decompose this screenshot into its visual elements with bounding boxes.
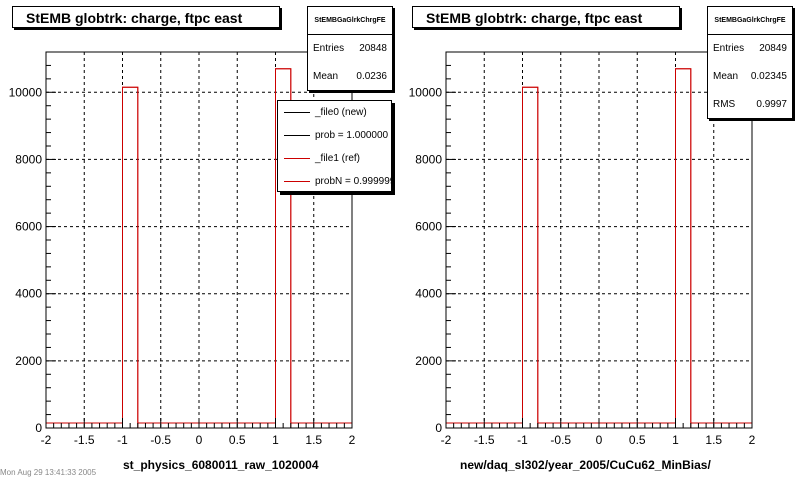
right-stats-mean-label: Mean xyxy=(713,71,739,82)
right-stats-box: StEMBGaGlrkChrgFE Entries 20849 Mean 0.0… xyxy=(707,6,793,119)
left-legend-box: _file0 (new) prob = 1.000000 _file1 (ref… xyxy=(277,100,392,192)
left-stats-entries-label: Entries xyxy=(313,43,345,54)
right-x-tick-label-6: 1 xyxy=(672,433,679,447)
legend-line-file0 xyxy=(284,112,310,113)
legend-entry-prob: prob = 1.000000 xyxy=(278,124,391,147)
legend-label-prob: prob = 1.000000 xyxy=(315,130,389,141)
left-stats-box: StEMBGaGlrkChrgFE Entries 20848 Mean 0.0… xyxy=(307,6,393,91)
right-x-tick-label-4: 0 xyxy=(596,433,603,447)
left-stats-entries-value: 20848 xyxy=(359,43,387,54)
right-chart-title: StEMB globtrk: charge, ftpc east xyxy=(412,6,680,28)
right-bar-1 xyxy=(675,68,692,429)
right-y-tick-label-1: 2000 xyxy=(415,354,442,368)
left-stats-mean-value: 0.0236 xyxy=(356,71,387,82)
right-stats-entries-label: Entries xyxy=(713,43,745,54)
right-x-tick-label-0: -2 xyxy=(441,433,452,447)
right-x-tick-label-7: 1.5 xyxy=(705,433,722,447)
right-x-tick-label-1: -1.5 xyxy=(474,433,495,447)
left-stats-name: StEMBGaGlrkChrgFE xyxy=(308,7,392,35)
right-stats-entries-row: Entries 20849 xyxy=(708,35,792,63)
left-histogram-plot: -2 -1.5 -1 -0.5 0 0.5 1 1.5 2 0 2000 4000 6000 8000 10… xyxy=(9,51,356,447)
legend-entry-file1: _file1 (ref) xyxy=(278,147,391,170)
left-x-tick-label-0: -2 xyxy=(41,433,52,447)
legend-label-file0: _file0 (new) xyxy=(315,107,367,118)
left-x-tick-label-1: -1.5 xyxy=(74,433,95,447)
right-stats-rms-row: RMS 0.9997 xyxy=(708,91,792,119)
left-x-tick-label-3: -0.5 xyxy=(150,433,171,447)
right-stats-entries-value: 20849 xyxy=(759,43,787,54)
left-x-tick-label-6: 1 xyxy=(272,433,279,447)
right-stats-rms-value: 0.9997 xyxy=(756,99,787,110)
left-histogram-panel: -2 -1.5 -1 -0.5 0 0.5 1 1.5 2 0 2000 4000 6000 8000 10… xyxy=(0,6,393,477)
right-x-axis-title: new/daq_sl302/year_2005/CuCu62_MinBias/ xyxy=(460,458,711,472)
left-stats-mean-label: Mean xyxy=(313,71,339,82)
right-stats-mean-row: Mean 0.02345 xyxy=(708,63,792,91)
left-y-tick-label-3: 6000 xyxy=(15,220,42,234)
right-bar-0 xyxy=(522,86,539,429)
left-x-tick-label-4: 0 xyxy=(196,433,203,447)
legend-line-prob xyxy=(284,135,310,136)
right-histogram-plot: -2 -1.5 -1 -0.5 0 0.5 1 1.5 2 0 2000 4000 6000 8000 10… xyxy=(409,51,756,447)
legend-line-probn xyxy=(284,181,310,182)
legend-entry-file0: _file0 (new) xyxy=(278,101,391,124)
right-stats-rms-label: RMS xyxy=(713,99,736,110)
right-stats-mean-value: 0.02345 xyxy=(750,71,787,82)
left-y-tick-label-4: 8000 xyxy=(15,152,42,166)
right-histogram-panel: -2 -1.5 -1 -0.5 0 0.5 1 1.5 2 0 2000 4000 6000 8000 10… xyxy=(400,0,800,480)
left-y-tick-label-0: 0 xyxy=(35,421,42,435)
left-x-tick-label-8: 2 xyxy=(349,433,356,447)
right-y-tick-label-2: 4000 xyxy=(415,287,442,301)
right-stats-name: StEMBGaGlrkChrgFE xyxy=(708,7,792,35)
left-x-tick-label-5: 0.5 xyxy=(229,433,246,447)
right-y-tick-label-4: 8000 xyxy=(415,152,442,166)
left-x-tick-label-7: 1.5 xyxy=(305,433,322,447)
legend-label-probn: probN = 0.999999 xyxy=(315,176,392,187)
left-chart-title: StEMB globtrk: charge, ftpc east xyxy=(12,6,280,28)
right-y-tick-label-3: 6000 xyxy=(415,220,442,234)
right-y-tick-label-5: 10000 xyxy=(409,85,443,99)
right-x-tick-label-5: 0.5 xyxy=(629,433,646,447)
legend-entry-probn: probN = 0.999999 xyxy=(278,170,392,191)
left-y-tick-label-5: 10000 xyxy=(9,85,43,99)
left-y-tick-label-2: 4000 xyxy=(15,287,42,301)
timestamp-footer: Mon Aug 29 13:41:33 2005 xyxy=(0,468,97,477)
left-x-tick-label-2: -1 xyxy=(117,433,128,447)
legend-line-file1 xyxy=(284,158,310,159)
right-y-tick-label-0: 0 xyxy=(435,421,442,435)
left-x-axis-title: st_physics_6080011_raw_1020004 xyxy=(123,458,319,472)
left-y-tick-label-1: 2000 xyxy=(15,354,42,368)
legend-label-file1: _file1 (ref) xyxy=(315,153,361,164)
left-stats-entries-row: Entries 20848 xyxy=(308,35,392,63)
left-bar-0 xyxy=(122,86,139,429)
left-stats-mean-row: Mean 0.0236 xyxy=(308,63,392,91)
right-x-tick-label-8: 2 xyxy=(749,433,756,447)
right-x-tick-label-3: -0.5 xyxy=(550,433,571,447)
right-x-tick-label-2: -1 xyxy=(517,433,528,447)
